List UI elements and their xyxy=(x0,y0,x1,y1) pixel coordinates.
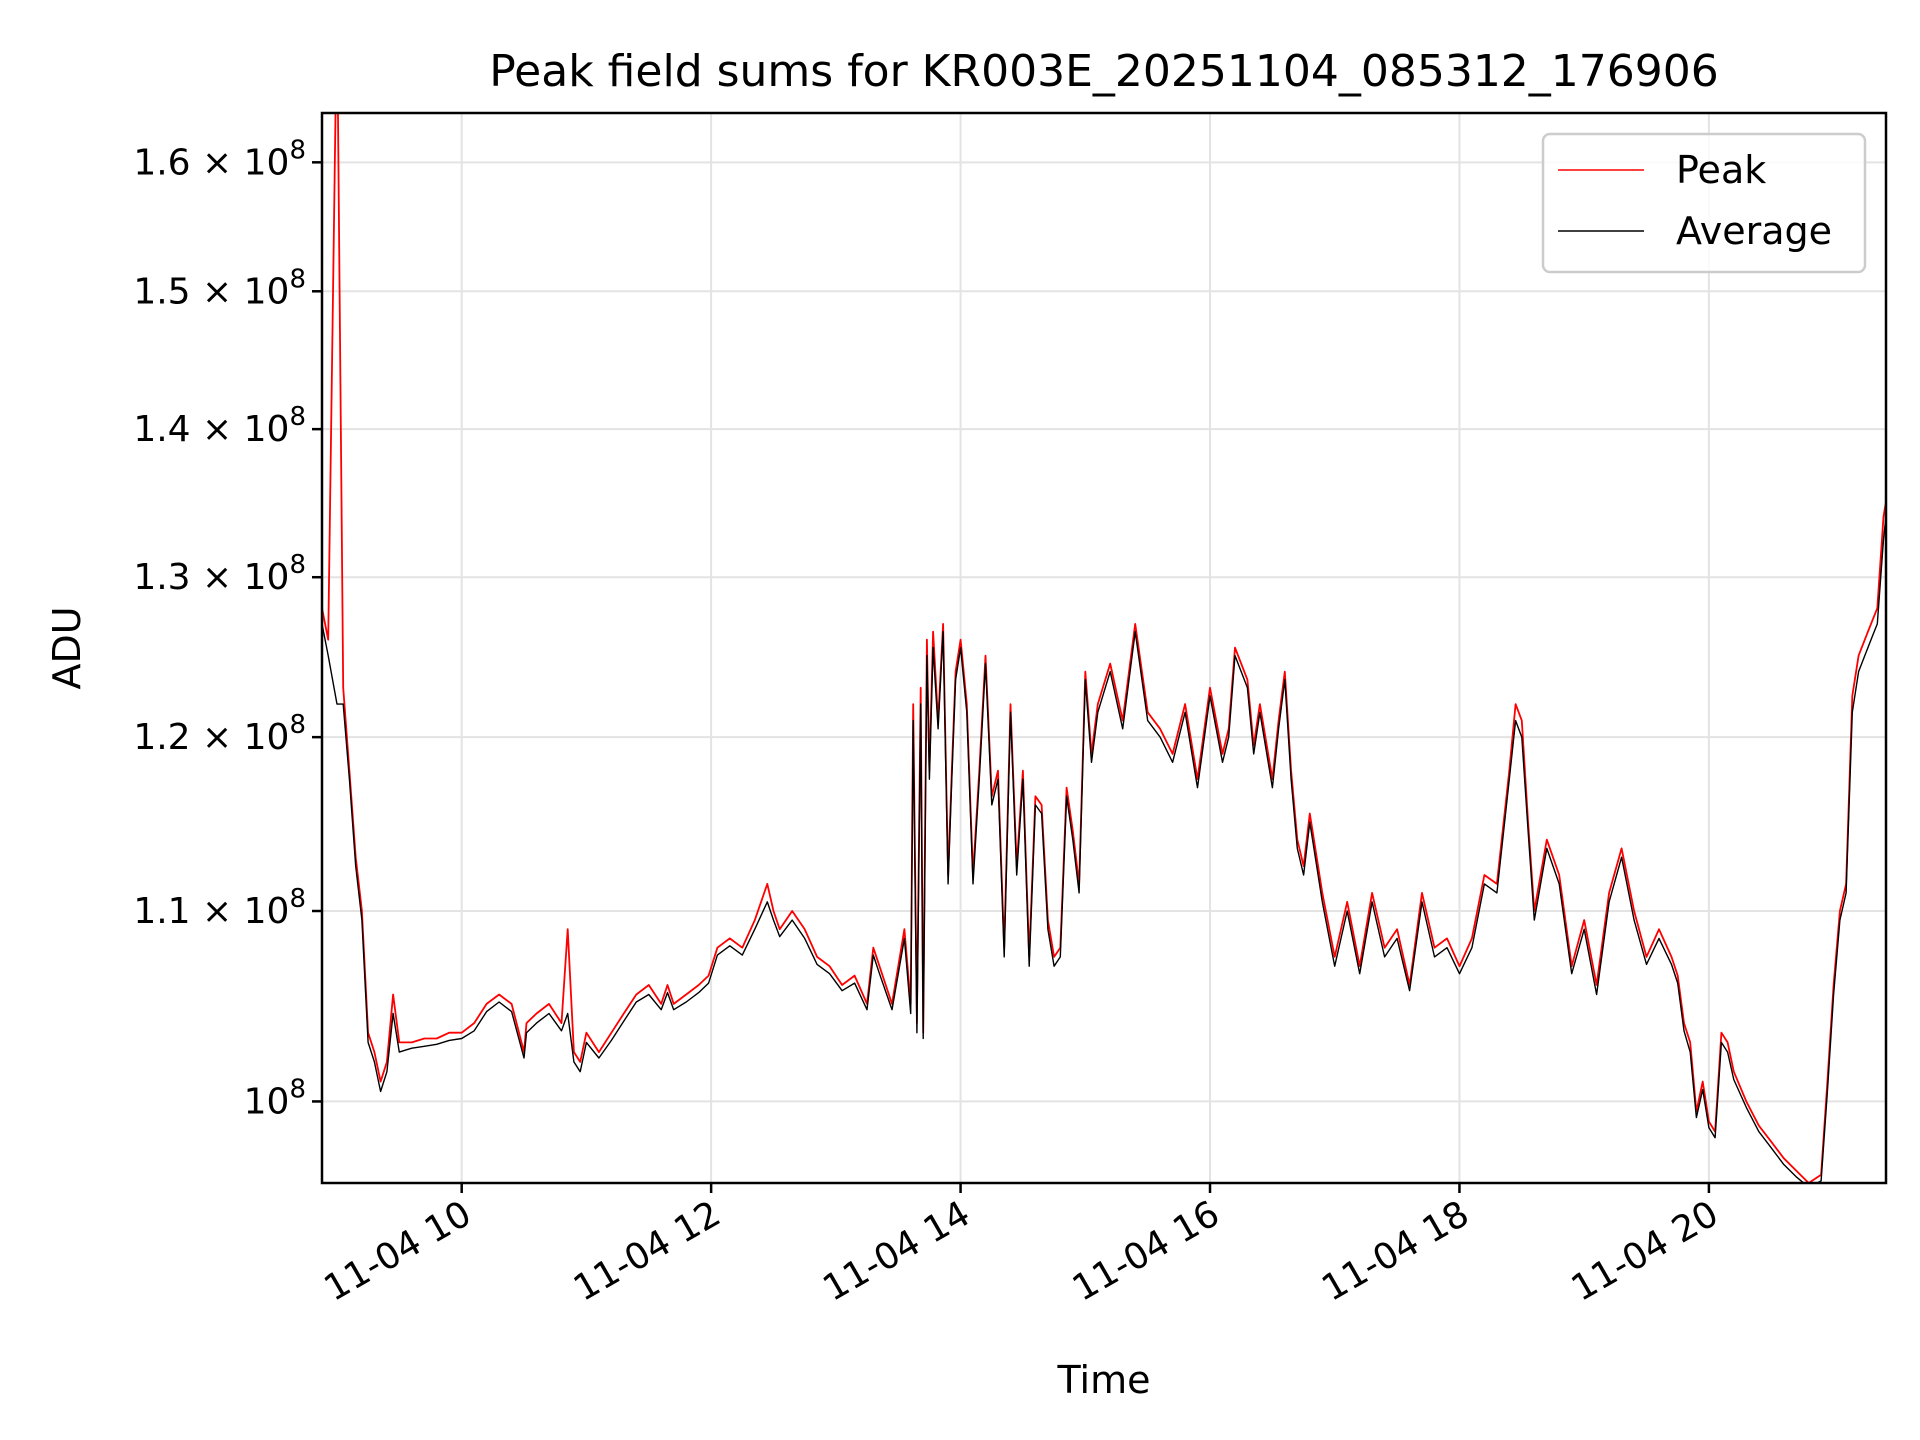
x-axis-ticks: 11-04 10 11-04 12 11-04 14 11-04 16 11-04 18… xyxy=(318,1183,1726,1310)
grid-lines xyxy=(322,113,1886,1183)
legend: Peak Average xyxy=(1541,132,1867,274)
series-line-peak xyxy=(322,113,1886,1183)
x-axis-label: Time xyxy=(1057,1358,1151,1402)
y-axis-ticks: 108 1.1 × 108 1.2 × 108 1.3 × 108 1.4 × 108 1… xyxy=(133,135,322,1122)
legend-box xyxy=(1541,132,1867,274)
y-tick-label: 1.3 × 108 xyxy=(133,550,306,598)
legend-label-peak: Peak xyxy=(1676,148,1766,192)
legend-label-average: Average xyxy=(1676,209,1832,253)
x-tick-label: 11-04 10 xyxy=(318,1193,479,1309)
y-tick-label: 1.1 × 108 xyxy=(133,884,306,932)
x-tick-label: 11-04 14 xyxy=(816,1193,977,1309)
x-tick-label: 11-04 16 xyxy=(1066,1193,1227,1309)
series-line-average xyxy=(322,516,1886,1183)
series-lines xyxy=(322,113,1886,1183)
x-tick-label: 11-04 18 xyxy=(1315,1193,1476,1309)
y-tick-label: 1.6 × 108 xyxy=(133,135,306,183)
y-tick-label: 1.5 × 108 xyxy=(133,264,306,312)
y-tick-label: 1.4 × 108 xyxy=(133,402,306,450)
y-tick-label: 1.2 × 108 xyxy=(133,710,306,758)
plot-frame xyxy=(320,111,1888,1185)
y-axis-label: ADU xyxy=(45,606,89,689)
chart-title: Peak field sums for KR003E_20251104_0853… xyxy=(489,46,1719,97)
x-tick-label: 11-04 12 xyxy=(567,1193,728,1309)
y-tick-label: 108 xyxy=(244,1074,306,1122)
x-tick-label: 11-04 20 xyxy=(1565,1193,1726,1309)
